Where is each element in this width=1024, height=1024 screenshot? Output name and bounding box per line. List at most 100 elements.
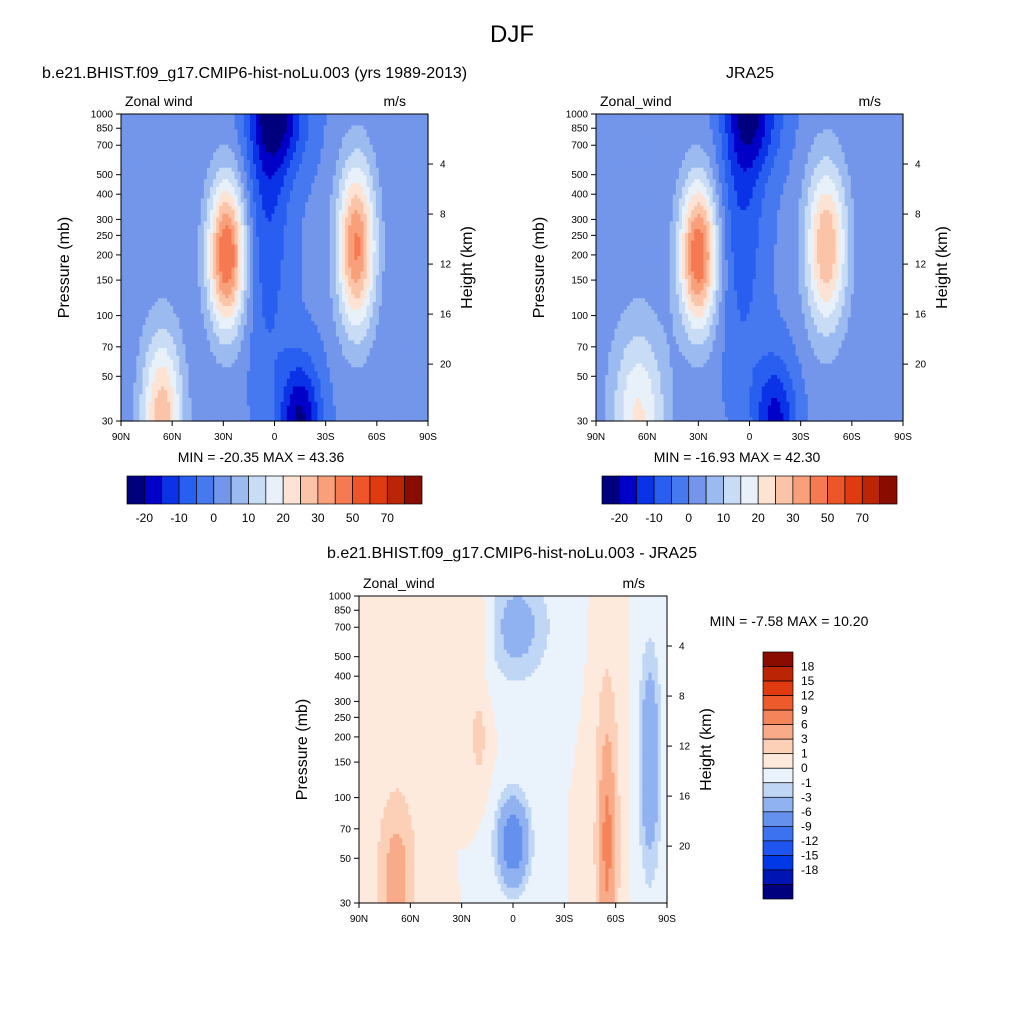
colorbar-label: -1 <box>801 776 812 790</box>
colorbar-label: -20 <box>136 511 154 525</box>
colorbar-swatch <box>776 476 793 504</box>
colorbar-label: 3 <box>801 732 808 746</box>
height-tick-label: 20 <box>679 842 691 853</box>
y-tick-label: 150 <box>571 276 588 287</box>
colorbar-swatch <box>763 696 793 711</box>
y-axis-label: Pressure (mb) <box>56 217 73 318</box>
colorbar-label: 50 <box>821 511 835 525</box>
colorbar-swatch <box>845 476 862 504</box>
colorbar-swatch <box>763 768 793 783</box>
colorbar-swatch <box>196 476 213 504</box>
y-axis-label-right: Height (km) <box>698 708 715 791</box>
height-tick-label: 16 <box>440 310 452 321</box>
y-tick-label: 70 <box>102 342 114 353</box>
colorbar-label: 50 <box>346 511 360 525</box>
height-tick-label: 16 <box>915 310 927 321</box>
colorbar-swatch <box>602 476 619 504</box>
colorbar-swatch <box>619 476 636 504</box>
colorbar-swatch <box>387 476 404 504</box>
colorbar-swatch <box>353 476 370 504</box>
colorbar-label: 20 <box>751 511 765 525</box>
colorbar-label: 0 <box>801 761 808 775</box>
contour-field <box>121 114 429 422</box>
colorbar-swatch <box>301 476 318 504</box>
y-tick-label: 200 <box>571 250 588 261</box>
colorbar-label: -9 <box>801 819 812 833</box>
y-tick-label: 400 <box>96 190 113 201</box>
unit-label: m/s <box>858 93 881 109</box>
height-tick-label: 8 <box>679 692 685 703</box>
y-tick-label: 200 <box>334 732 351 743</box>
x-tick-label: 90S <box>419 432 437 443</box>
contour-field <box>359 596 668 904</box>
y-tick-label: 850 <box>571 124 588 135</box>
colorbar-swatch <box>370 476 387 504</box>
height-tick-label: 12 <box>440 260 452 271</box>
colorbar-label: 70 <box>381 511 395 525</box>
colorbar-swatch <box>179 476 196 504</box>
y-tick-label: 70 <box>577 342 589 353</box>
colorbar-swatch <box>214 476 231 504</box>
colorbar-label: 15 <box>801 674 815 688</box>
colorbar-label: -20 <box>611 511 629 525</box>
colorbar-swatch <box>405 476 422 504</box>
colorbar-swatch <box>335 476 352 504</box>
colorbar-label: -15 <box>801 848 819 862</box>
y-tick-label: 70 <box>340 824 352 835</box>
colorbar-swatch <box>637 476 654 504</box>
colorbar-swatch <box>689 476 706 504</box>
y-tick-label: 300 <box>571 215 588 226</box>
x-tick-label: 90N <box>587 432 605 443</box>
variable-label: Zonal_wind <box>600 93 672 109</box>
x-tick-label: 0 <box>747 432 753 443</box>
y-tick-label: 50 <box>340 854 352 865</box>
colorbar-swatch <box>266 476 283 504</box>
colorbar-swatch <box>248 476 265 504</box>
colorbar: -20 -10 0 10 20 30 50 70 <box>602 476 897 525</box>
colorbar-swatch <box>880 476 897 504</box>
colorbar: -20 -10 0 10 20 30 50 70 <box>127 476 422 525</box>
x-tick-label: 60N <box>401 914 419 925</box>
y-tick-label: 500 <box>96 170 113 181</box>
colorbar-label: -3 <box>801 790 812 804</box>
y-axis-label-right: Height (km) <box>459 226 476 309</box>
colorbar-label: -12 <box>801 834 819 848</box>
y-tick-label: 400 <box>571 190 588 201</box>
y-tick-label: 1000 <box>91 110 114 121</box>
colorbar-swatch <box>723 476 740 504</box>
unit-label: m/s <box>622 575 645 591</box>
colorbar-label: 9 <box>801 703 808 717</box>
colorbar-label: 10 <box>242 511 256 525</box>
x-tick-label: 90N <box>350 914 368 925</box>
colorbar-label: 0 <box>685 511 692 525</box>
x-tick-label: 60N <box>163 432 181 443</box>
x-tick-label: 30N <box>214 432 232 443</box>
colorbar-swatch <box>763 884 793 899</box>
panel-title: b.e21.BHIST.f09_g17.CMIP6-hist-noLu.003 … <box>42 65 467 82</box>
colorbar-swatch <box>763 667 793 682</box>
x-tick-label: 0 <box>510 914 516 925</box>
colorbar-swatch <box>758 476 775 504</box>
y-axis-label-right: Height (km) <box>934 226 951 309</box>
x-tick-label: 90N <box>112 432 130 443</box>
x-tick-label: 30N <box>689 432 707 443</box>
colorbar-label: 30 <box>311 511 325 525</box>
y-tick-label: 500 <box>571 170 588 181</box>
colorbar-swatch <box>231 476 248 504</box>
height-tick-label: 4 <box>440 160 446 171</box>
x-tick-label: 30S <box>317 432 335 443</box>
y-axis-label: Pressure (mb) <box>531 217 548 318</box>
panel-title: b.e21.BHIST.f09_g17.CMIP6-hist-noLu.003 … <box>327 545 697 562</box>
chart-panel-diff: b.e21.BHIST.f09_g17.CMIP6-hist-noLu.003 … <box>294 545 869 925</box>
colorbar-label: 10 <box>717 511 731 525</box>
unit-label: m/s <box>383 93 406 109</box>
y-tick-label: 850 <box>334 606 351 617</box>
y-tick-label: 1000 <box>566 110 589 121</box>
colorbar-swatch <box>127 476 144 504</box>
y-tick-label: 250 <box>571 231 588 242</box>
colorbar-label: 18 <box>801 660 815 674</box>
min-max-label: MIN = -16.93 MAX = 42.30 <box>654 449 821 465</box>
y-tick-label: 700 <box>334 623 351 634</box>
y-tick-label: 500 <box>334 652 351 663</box>
